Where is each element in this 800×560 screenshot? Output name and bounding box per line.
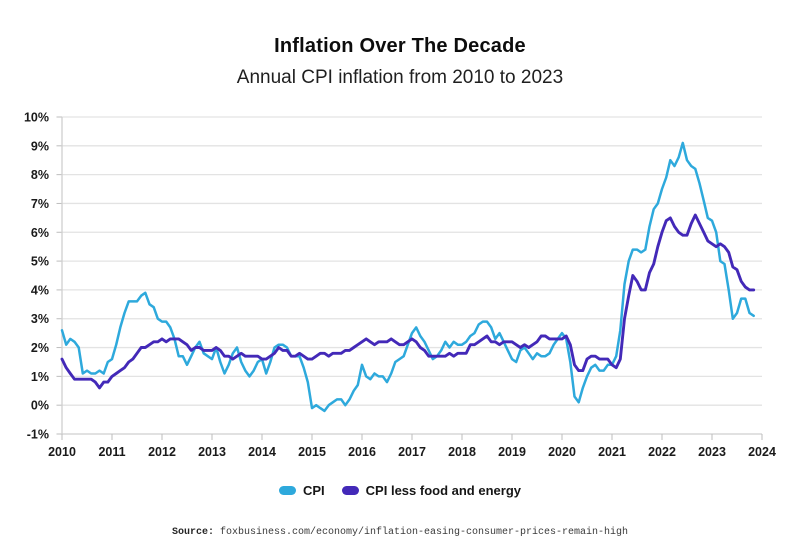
- y-tick-label: 4%: [31, 283, 49, 297]
- x-tick-label: 2018: [448, 445, 476, 459]
- source-prefix: Source:: [171, 527, 214, 538]
- x-tick-label: 2010: [48, 445, 76, 459]
- y-tick-label: 8%: [31, 168, 49, 182]
- y-tick-label: 9%: [31, 139, 49, 153]
- x-tick-label: 2021: [598, 445, 626, 459]
- x-tick-label: 2022: [648, 445, 676, 459]
- x-tick-label: 2023: [698, 445, 726, 459]
- x-tick-label: 2014: [248, 445, 276, 459]
- y-tick-label: 5%: [31, 255, 49, 269]
- y-tick-label: 0%: [31, 399, 49, 413]
- legend-item-core-cpi: CPI less food and energy: [341, 483, 521, 498]
- legend-item-cpi: CPI: [279, 483, 325, 498]
- source-url-text: foxbusiness.com/economy/inflation-easing…: [219, 527, 629, 538]
- y-tick-label: 6%: [31, 226, 49, 240]
- chart-title: Inflation Over The Decade: [274, 35, 526, 57]
- core-cpi-legend-label: CPI less food and energy: [365, 483, 521, 498]
- source-line: Source: foxbusiness.com/economy/inflatio…: [0, 527, 800, 538]
- y-tick-label: 7%: [31, 197, 49, 211]
- x-tick-label: 2012: [148, 445, 176, 459]
- x-tick-label: 2015: [298, 445, 326, 459]
- cpi-series-line: [60, 141, 755, 413]
- y-tick-label: 10%: [24, 111, 49, 125]
- y-tick-label: 3%: [31, 312, 49, 326]
- cpi-legend-label: CPI: [303, 483, 325, 498]
- x-tick-label: 2017: [398, 445, 426, 459]
- core-cpi-series-line: [60, 213, 756, 390]
- x-tick-label: 2013: [198, 445, 226, 459]
- y-tick-label: -1%: [27, 428, 49, 442]
- x-tick-label: 2020: [548, 445, 576, 459]
- inflation-line-chart: 10% 9% 8% 7% 6% 5% 4% 3% 2% 1% 0% -1% 2010 2011 2012 20…: [24, 111, 776, 460]
- core-cpi-legend-swatch-icon: [341, 486, 359, 495]
- x-tick-label: 2024: [748, 445, 776, 459]
- y-tick-label: 1%: [31, 370, 49, 384]
- cpi-legend-swatch-icon: [279, 486, 296, 495]
- x-tick-label: 2011: [98, 445, 125, 459]
- x-tick-label: 2016: [348, 445, 376, 459]
- x-tick-label: 2019: [498, 445, 526, 459]
- chart-legend: CPI CPI less food and energy: [0, 483, 800, 498]
- chart-subtitle: Annual CPI inflation from 2010 to 2023: [236, 67, 564, 88]
- y-tick-label: 2%: [31, 341, 49, 355]
